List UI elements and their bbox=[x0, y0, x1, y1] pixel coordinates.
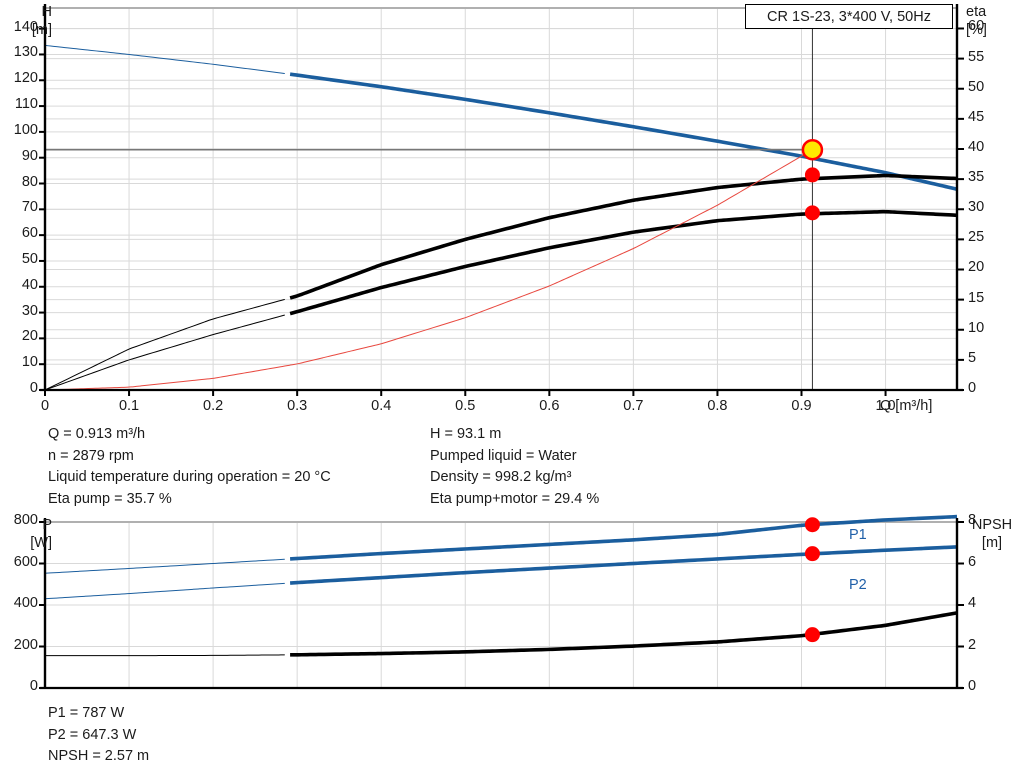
top-right-axis-unit: [%] bbox=[966, 22, 987, 38]
tick-h-100: 100 bbox=[13, 121, 38, 138]
operating-data-right-line-2: Pumped liquid = Water bbox=[430, 447, 577, 464]
bottom-left-axis-name: P bbox=[42, 517, 52, 533]
bottom-right-axis-name: NPSH bbox=[971, 517, 1013, 533]
tick-h-120: 120 bbox=[13, 70, 38, 87]
tick-eta-0: 0 bbox=[968, 380, 977, 396]
tick-eta-60: 60 bbox=[968, 18, 985, 35]
top-right-axis-name: eta bbox=[966, 4, 987, 20]
tick-npsh-4: 4 bbox=[968, 595, 977, 611]
power-npsh-result-line-1: P1 = 787 W bbox=[48, 705, 125, 721]
tick-p-400: 400 bbox=[13, 595, 38, 611]
tick-eta-55: 55 bbox=[968, 48, 985, 65]
tick-h-50: 50 bbox=[21, 250, 38, 267]
bottom-right-axis-caption: NPSH [m] bbox=[964, 516, 1020, 552]
tick-q-0.8: 0.8 bbox=[707, 398, 728, 414]
tick-h-90: 90 bbox=[21, 147, 38, 164]
operating-data-right-line-1: H = 93.1 m bbox=[430, 426, 502, 442]
tick-h-10: 10 bbox=[21, 354, 38, 371]
operating-data-left-line-4: Eta pump = 35.7 % bbox=[48, 490, 172, 507]
tick-q-0.7: 0.7 bbox=[623, 398, 644, 414]
tick-q-0.1: 0.1 bbox=[118, 398, 140, 414]
x-axis-caption: Q [m³/h] bbox=[880, 398, 933, 414]
tick-q-0.3: 0.3 bbox=[287, 398, 308, 414]
tick-q-0.9: 0.9 bbox=[791, 398, 812, 414]
tick-p-600: 600 bbox=[13, 553, 38, 570]
power-npsh-results: P1 = 787 W P2 = 647.3 W NPSH = 2.57 m bbox=[48, 703, 149, 768]
tick-h-110: 110 bbox=[14, 96, 38, 113]
tick-eta-40: 40 bbox=[968, 138, 985, 155]
power-npsh-result-line-3: NPSH = 2.57 m bbox=[48, 748, 150, 764]
tick-h-20: 20 bbox=[21, 328, 38, 345]
tick-p-0: 0 bbox=[29, 678, 38, 694]
top-left-axis-unit: [m] bbox=[31, 22, 52, 38]
tick-eta-45: 45 bbox=[968, 108, 985, 125]
tick-eta-5: 5 bbox=[968, 349, 977, 366]
tick-h-70: 70 bbox=[21, 199, 38, 216]
tick-q-0.5: 0.5 bbox=[455, 398, 476, 414]
operating-data-left: Q = 0.913 m³/h n = 2879 rpm Liquid tempera… bbox=[48, 424, 331, 510]
tick-eta-50: 50 bbox=[968, 78, 985, 95]
tick-eta-30: 30 bbox=[968, 199, 985, 216]
tick-h-40: 40 bbox=[21, 276, 38, 293]
tick-eta-35: 35 bbox=[968, 169, 985, 186]
tick-h-0: 0 bbox=[29, 380, 38, 396]
tick-q-0.4: 0.4 bbox=[371, 398, 392, 414]
tick-p-800: 800 bbox=[13, 512, 38, 528]
p2-curve-label: P2 bbox=[849, 577, 867, 593]
operating-data-left-line-2: n = 2879 rpm bbox=[48, 447, 134, 464]
tick-npsh-8: 8 bbox=[968, 512, 977, 528]
operating-data-right-line-4: Eta pump+motor = 29.4 % bbox=[430, 490, 600, 507]
tick-h-30: 30 bbox=[21, 302, 38, 319]
tick-npsh-0: 0 bbox=[968, 678, 977, 694]
tick-q-0: 0 bbox=[40, 398, 50, 414]
p1-curve-label: P1 bbox=[849, 527, 867, 543]
pump-model-title-text: CR 1S-23, 3*400 V, 50Hz bbox=[767, 8, 931, 25]
tick-h-80: 80 bbox=[21, 173, 38, 190]
tick-h-60: 60 bbox=[21, 225, 38, 242]
tick-q-1: 1.0 bbox=[875, 398, 896, 414]
bottom-left-axis-unit: [W] bbox=[30, 535, 52, 551]
top-left-axis-caption: H [m] bbox=[10, 3, 52, 39]
tick-q-0.6: 0.6 bbox=[539, 398, 560, 414]
tick-eta-20: 20 bbox=[968, 259, 985, 276]
operating-data-left-line-3: Liquid temperature during operation = 20… bbox=[48, 469, 331, 485]
tick-h-140: 140 bbox=[13, 18, 38, 35]
tick-npsh-6: 6 bbox=[968, 553, 977, 570]
power-npsh-result-line-2: P2 = 647.3 W bbox=[48, 726, 137, 743]
tick-eta-15: 15 bbox=[968, 289, 985, 306]
operating-data-right: H = 93.1 m Pumped liquid = Water Density =… bbox=[430, 424, 599, 510]
tick-npsh-2: 2 bbox=[968, 636, 977, 653]
operating-data-right-line-3: Density = 998.2 kg/m³ bbox=[430, 469, 572, 485]
tick-eta-25: 25 bbox=[968, 229, 985, 246]
top-right-axis-caption: eta [%] bbox=[966, 3, 987, 39]
tick-eta-10: 10 bbox=[968, 319, 985, 336]
tick-p-200: 200 bbox=[13, 636, 38, 653]
bottom-left-axis-caption: P [W] bbox=[8, 516, 52, 552]
tick-q-0.2: 0.2 bbox=[203, 398, 224, 414]
pump-model-title: CR 1S-23, 3*400 V, 50Hz bbox=[745, 4, 953, 29]
top-left-axis-name: H bbox=[41, 4, 52, 20]
operating-data-left-line-1: Q = 0.913 m³/h bbox=[48, 426, 146, 442]
tick-h-130: 130 bbox=[13, 44, 38, 61]
bottom-right-axis-unit: [m] bbox=[981, 535, 1003, 551]
